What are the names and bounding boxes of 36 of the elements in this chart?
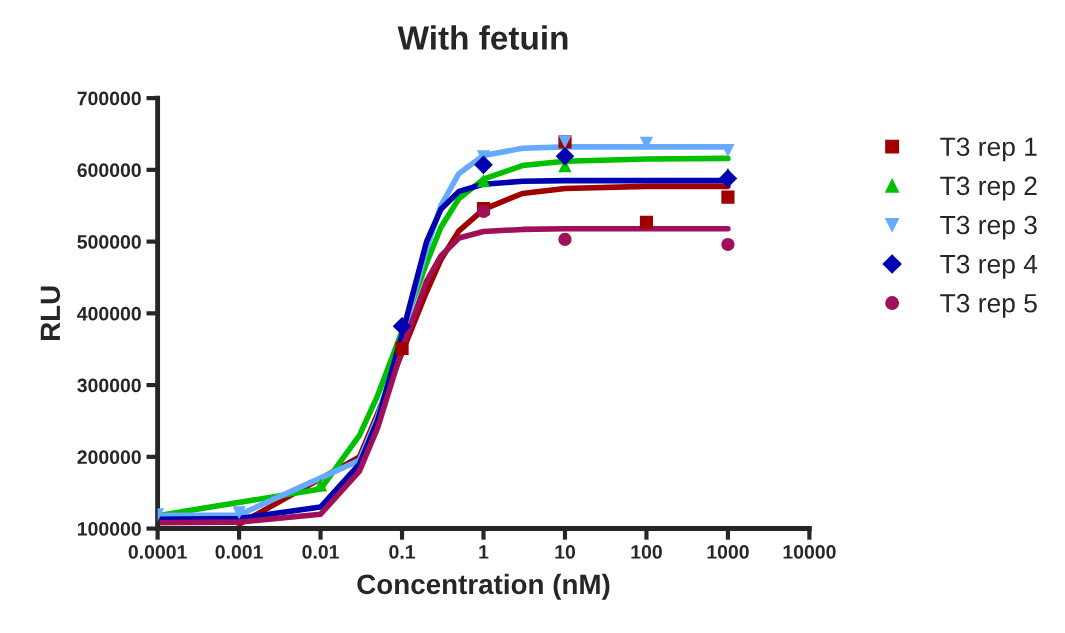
x-tick-label: 0.0001 <box>128 545 187 559</box>
legend-label: T3 rep 4 <box>940 254 1038 279</box>
point <box>718 169 738 188</box>
point <box>639 136 654 150</box>
x-tick-label: 100 <box>631 545 662 559</box>
x-tick-label: 0.01 <box>302 545 339 559</box>
point <box>721 190 735 204</box>
x-tick-label: 0.001 <box>215 545 263 559</box>
y-axis-title: RLU <box>40 286 61 341</box>
point <box>395 341 409 356</box>
y-tick-label: 500000 <box>77 235 141 249</box>
point <box>474 155 493 175</box>
legend-label: T3 rep 3 <box>940 215 1037 240</box>
x-tick-label: 10 <box>555 545 575 559</box>
x-tick-label: 1000 <box>707 545 749 559</box>
y-tick-label: 200000 <box>77 450 141 465</box>
point <box>476 174 491 188</box>
point <box>232 506 246 520</box>
point <box>721 237 735 252</box>
x-axis-title: Concentration (nM) <box>357 573 610 600</box>
y-tick-label: 700000 <box>77 91 141 106</box>
y-tick-label: 400000 <box>77 306 141 321</box>
x-tick-label: 10000 <box>783 545 836 559</box>
y-tick-label: 100000 <box>77 522 141 536</box>
point <box>392 316 412 336</box>
point <box>558 232 572 247</box>
point <box>555 146 575 166</box>
point <box>639 215 654 229</box>
x-tick-label: 1 <box>479 545 489 559</box>
legend-label: T3 rep 2 <box>940 176 1037 201</box>
x-tick-label: 0.1 <box>389 545 416 559</box>
legend-label: T3 rep 5 <box>940 293 1037 318</box>
y-tick-label: 300000 <box>77 378 141 393</box>
y-tick-label: 600000 <box>77 163 141 178</box>
legend-label: T3 rep 1 <box>940 137 1037 162</box>
chart-title: With fetuin <box>397 25 568 50</box>
